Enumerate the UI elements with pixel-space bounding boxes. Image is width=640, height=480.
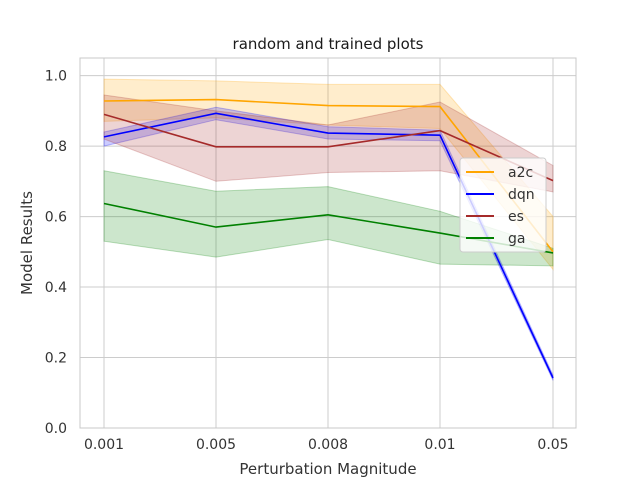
chart-title: random and trained plots — [233, 35, 424, 53]
plot-frame — [79, 57, 577, 429]
y-tick-label: 1.0 — [45, 69, 67, 85]
y-tick-label: 0.4 — [45, 280, 67, 296]
band-dqn — [103, 106, 554, 381]
x-tick-label: 0.001 — [84, 437, 124, 453]
y-tick-label: 0.2 — [45, 351, 67, 367]
x-axis-title: Perturbation Magnitude — [239, 460, 416, 478]
line-es — [103, 113, 554, 182]
x-tick-label: 0.01 — [424, 437, 455, 453]
band-a2c — [103, 78, 554, 271]
legend-box — [459, 157, 547, 253]
y-tick-label: 0.6 — [45, 210, 67, 226]
legend-label-dqn: dqn — [508, 187, 535, 203]
grid — [80, 58, 576, 429]
y-tick-label: 0.0 — [45, 421, 67, 437]
x-tick-label: 0.005 — [196, 437, 236, 453]
y-tick-labels: 0.0 0.2 0.4 0.6 0.8 1.0 — [45, 69, 67, 437]
x-tick-label: 0.008 — [308, 437, 348, 453]
x-tick-labels: 0.001 0.005 0.008 0.01 0.05 — [84, 437, 569, 453]
line-a2c — [103, 98, 554, 253]
confidence-bands — [103, 78, 554, 381]
legend: a2c dqn es ga — [459, 157, 547, 253]
band-es — [103, 94, 554, 193]
band-ga — [103, 170, 554, 267]
legend-label-es: es — [508, 209, 524, 225]
legend-label-a2c: a2c — [508, 165, 533, 181]
legend-label-ga: ga — [508, 231, 525, 247]
y-tick-label: 0.8 — [45, 139, 67, 155]
y-axis-title: Model Results — [18, 191, 36, 295]
x-tick-label: 0.05 — [537, 437, 568, 453]
